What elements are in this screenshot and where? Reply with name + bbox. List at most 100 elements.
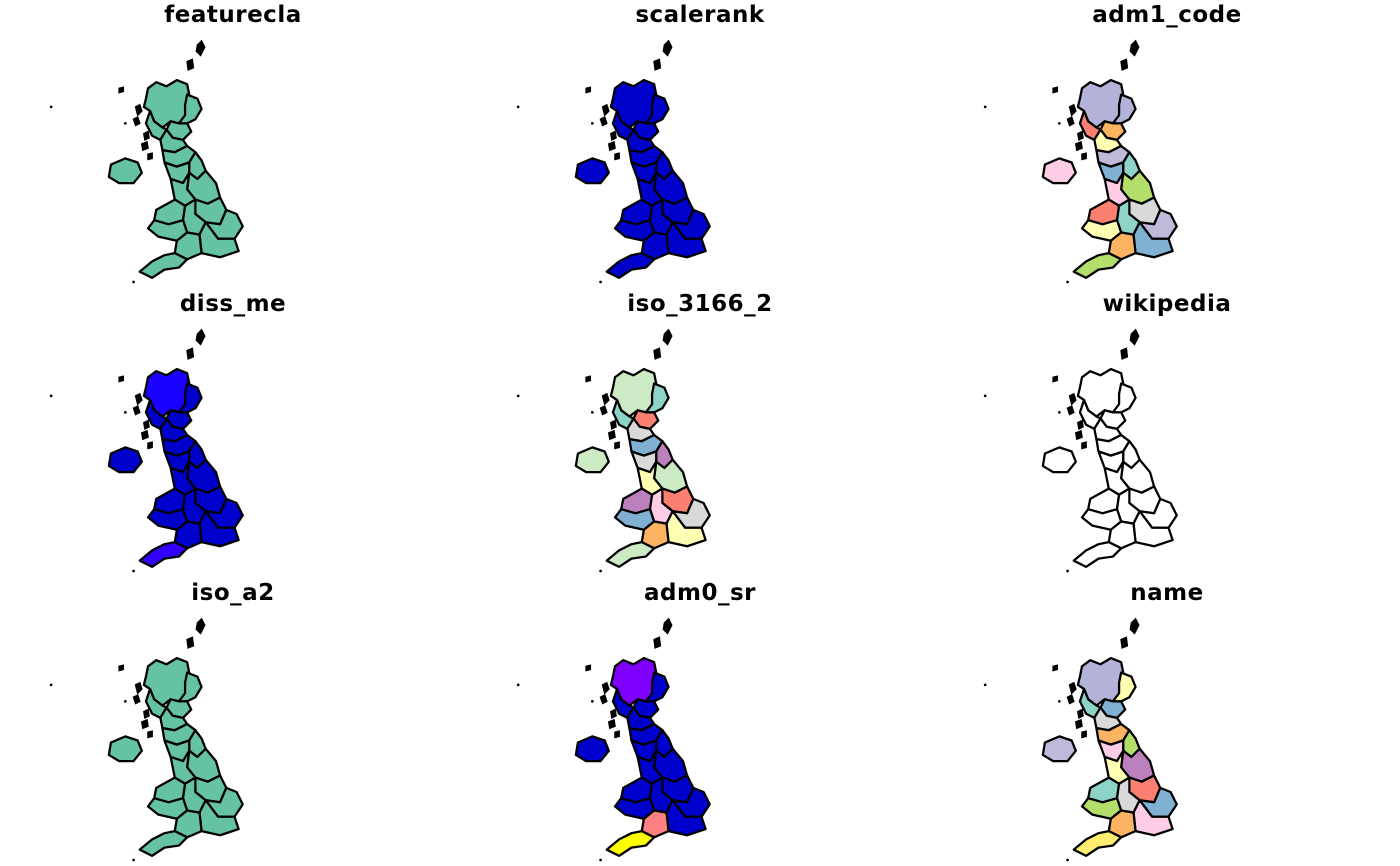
map-dot: [1058, 700, 1061, 703]
island-shape: [1068, 103, 1077, 117]
map-dot: [132, 569, 135, 573]
map-dot: [599, 858, 602, 862]
island-shape: [614, 441, 620, 450]
map-dot: [124, 122, 127, 125]
island-shape: [653, 347, 662, 360]
map-dot: [132, 858, 135, 862]
island-shape: [1129, 328, 1140, 346]
map-canvas: [49, 328, 244, 573]
map-dot: [49, 683, 53, 687]
map-dot: [49, 105, 53, 109]
island-shape: [1129, 617, 1140, 635]
island-shape: [653, 58, 662, 71]
map-dot: [516, 105, 520, 109]
map-region: [107, 446, 143, 474]
island-shape: [599, 405, 608, 416]
island-shape: [1074, 718, 1083, 730]
island-shape: [143, 419, 150, 430]
map-region: [1072, 252, 1123, 279]
island-shape: [662, 617, 673, 635]
island-shape: [610, 708, 617, 719]
map-dot: [599, 569, 602, 573]
island-shape: [662, 39, 673, 57]
map-region: [1072, 830, 1123, 857]
island-shape: [1081, 730, 1087, 739]
island-shape: [1068, 392, 1077, 406]
map-canvas: [983, 328, 1178, 573]
island-shape: [118, 664, 125, 672]
island-shape: [601, 392, 610, 406]
panel-title: name: [1130, 580, 1204, 606]
island-shape: [140, 718, 149, 730]
map-canvas: [49, 617, 244, 862]
island-shape: [118, 86, 125, 94]
map-dot: [516, 394, 520, 398]
island-shape: [186, 636, 195, 649]
island-shape: [614, 152, 620, 161]
island-shape: [1052, 375, 1059, 383]
map-panel-adm0-sr: adm0_sr: [467, 578, 933, 866]
panel-title: diss_me: [179, 291, 287, 317]
panel-title: wikipedia: [1102, 291, 1232, 317]
map-region: [138, 252, 189, 279]
map-dot: [132, 280, 135, 284]
island-shape: [599, 116, 608, 127]
island-shape: [195, 617, 206, 635]
map-region: [1072, 541, 1123, 568]
map-dot: [599, 280, 602, 284]
map-panel-adm1-code: adm1_code: [934, 0, 1400, 288]
island-shape: [147, 152, 153, 161]
map-region: [138, 541, 189, 568]
map-region: [1041, 446, 1077, 474]
island-shape: [186, 58, 195, 71]
map-canvas: [49, 39, 244, 284]
island-shape: [147, 730, 153, 739]
island-shape: [601, 103, 610, 117]
map-dot: [983, 105, 987, 109]
map-region: [1041, 157, 1077, 185]
island-shape: [653, 636, 662, 649]
island-shape: [585, 86, 592, 94]
island-shape: [585, 375, 592, 383]
map-dot: [983, 683, 987, 687]
map-region: [138, 830, 189, 857]
map-canvas: [516, 617, 711, 862]
island-shape: [132, 116, 141, 127]
map-canvas: [983, 39, 1178, 284]
map-region: [665, 510, 707, 548]
map-region: [574, 446, 610, 474]
island-shape: [1081, 441, 1087, 450]
map-dot: [1066, 280, 1069, 284]
map-dot: [49, 394, 53, 398]
island-shape: [1066, 405, 1075, 416]
map-panel-scalerank: scalerank: [467, 0, 933, 288]
island-shape: [147, 441, 153, 450]
map-dot: [1066, 569, 1069, 573]
island-shape: [1066, 116, 1075, 127]
map-dot: [516, 683, 520, 687]
island-shape: [1129, 39, 1140, 57]
map-dot: [124, 411, 127, 414]
island-shape: [1120, 347, 1129, 360]
map-dot: [1058, 411, 1061, 414]
island-shape: [607, 140, 616, 152]
map-region: [198, 510, 240, 548]
island-shape: [143, 708, 150, 719]
island-shape: [132, 405, 141, 416]
island-shape: [607, 718, 616, 730]
island-shape: [1074, 429, 1083, 441]
map-dot: [591, 411, 594, 414]
island-shape: [132, 694, 141, 705]
island-shape: [599, 694, 608, 705]
island-shape: [662, 328, 673, 346]
map-panel-diss-me: diss_me: [0, 289, 466, 577]
island-shape: [140, 429, 149, 441]
map-dot: [591, 122, 594, 125]
island-shape: [1068, 681, 1077, 695]
map-region: [1132, 799, 1174, 837]
island-shape: [134, 681, 143, 695]
island-shape: [186, 347, 195, 360]
island-shape: [134, 392, 143, 406]
island-shape: [1077, 419, 1084, 430]
island-shape: [140, 140, 149, 152]
